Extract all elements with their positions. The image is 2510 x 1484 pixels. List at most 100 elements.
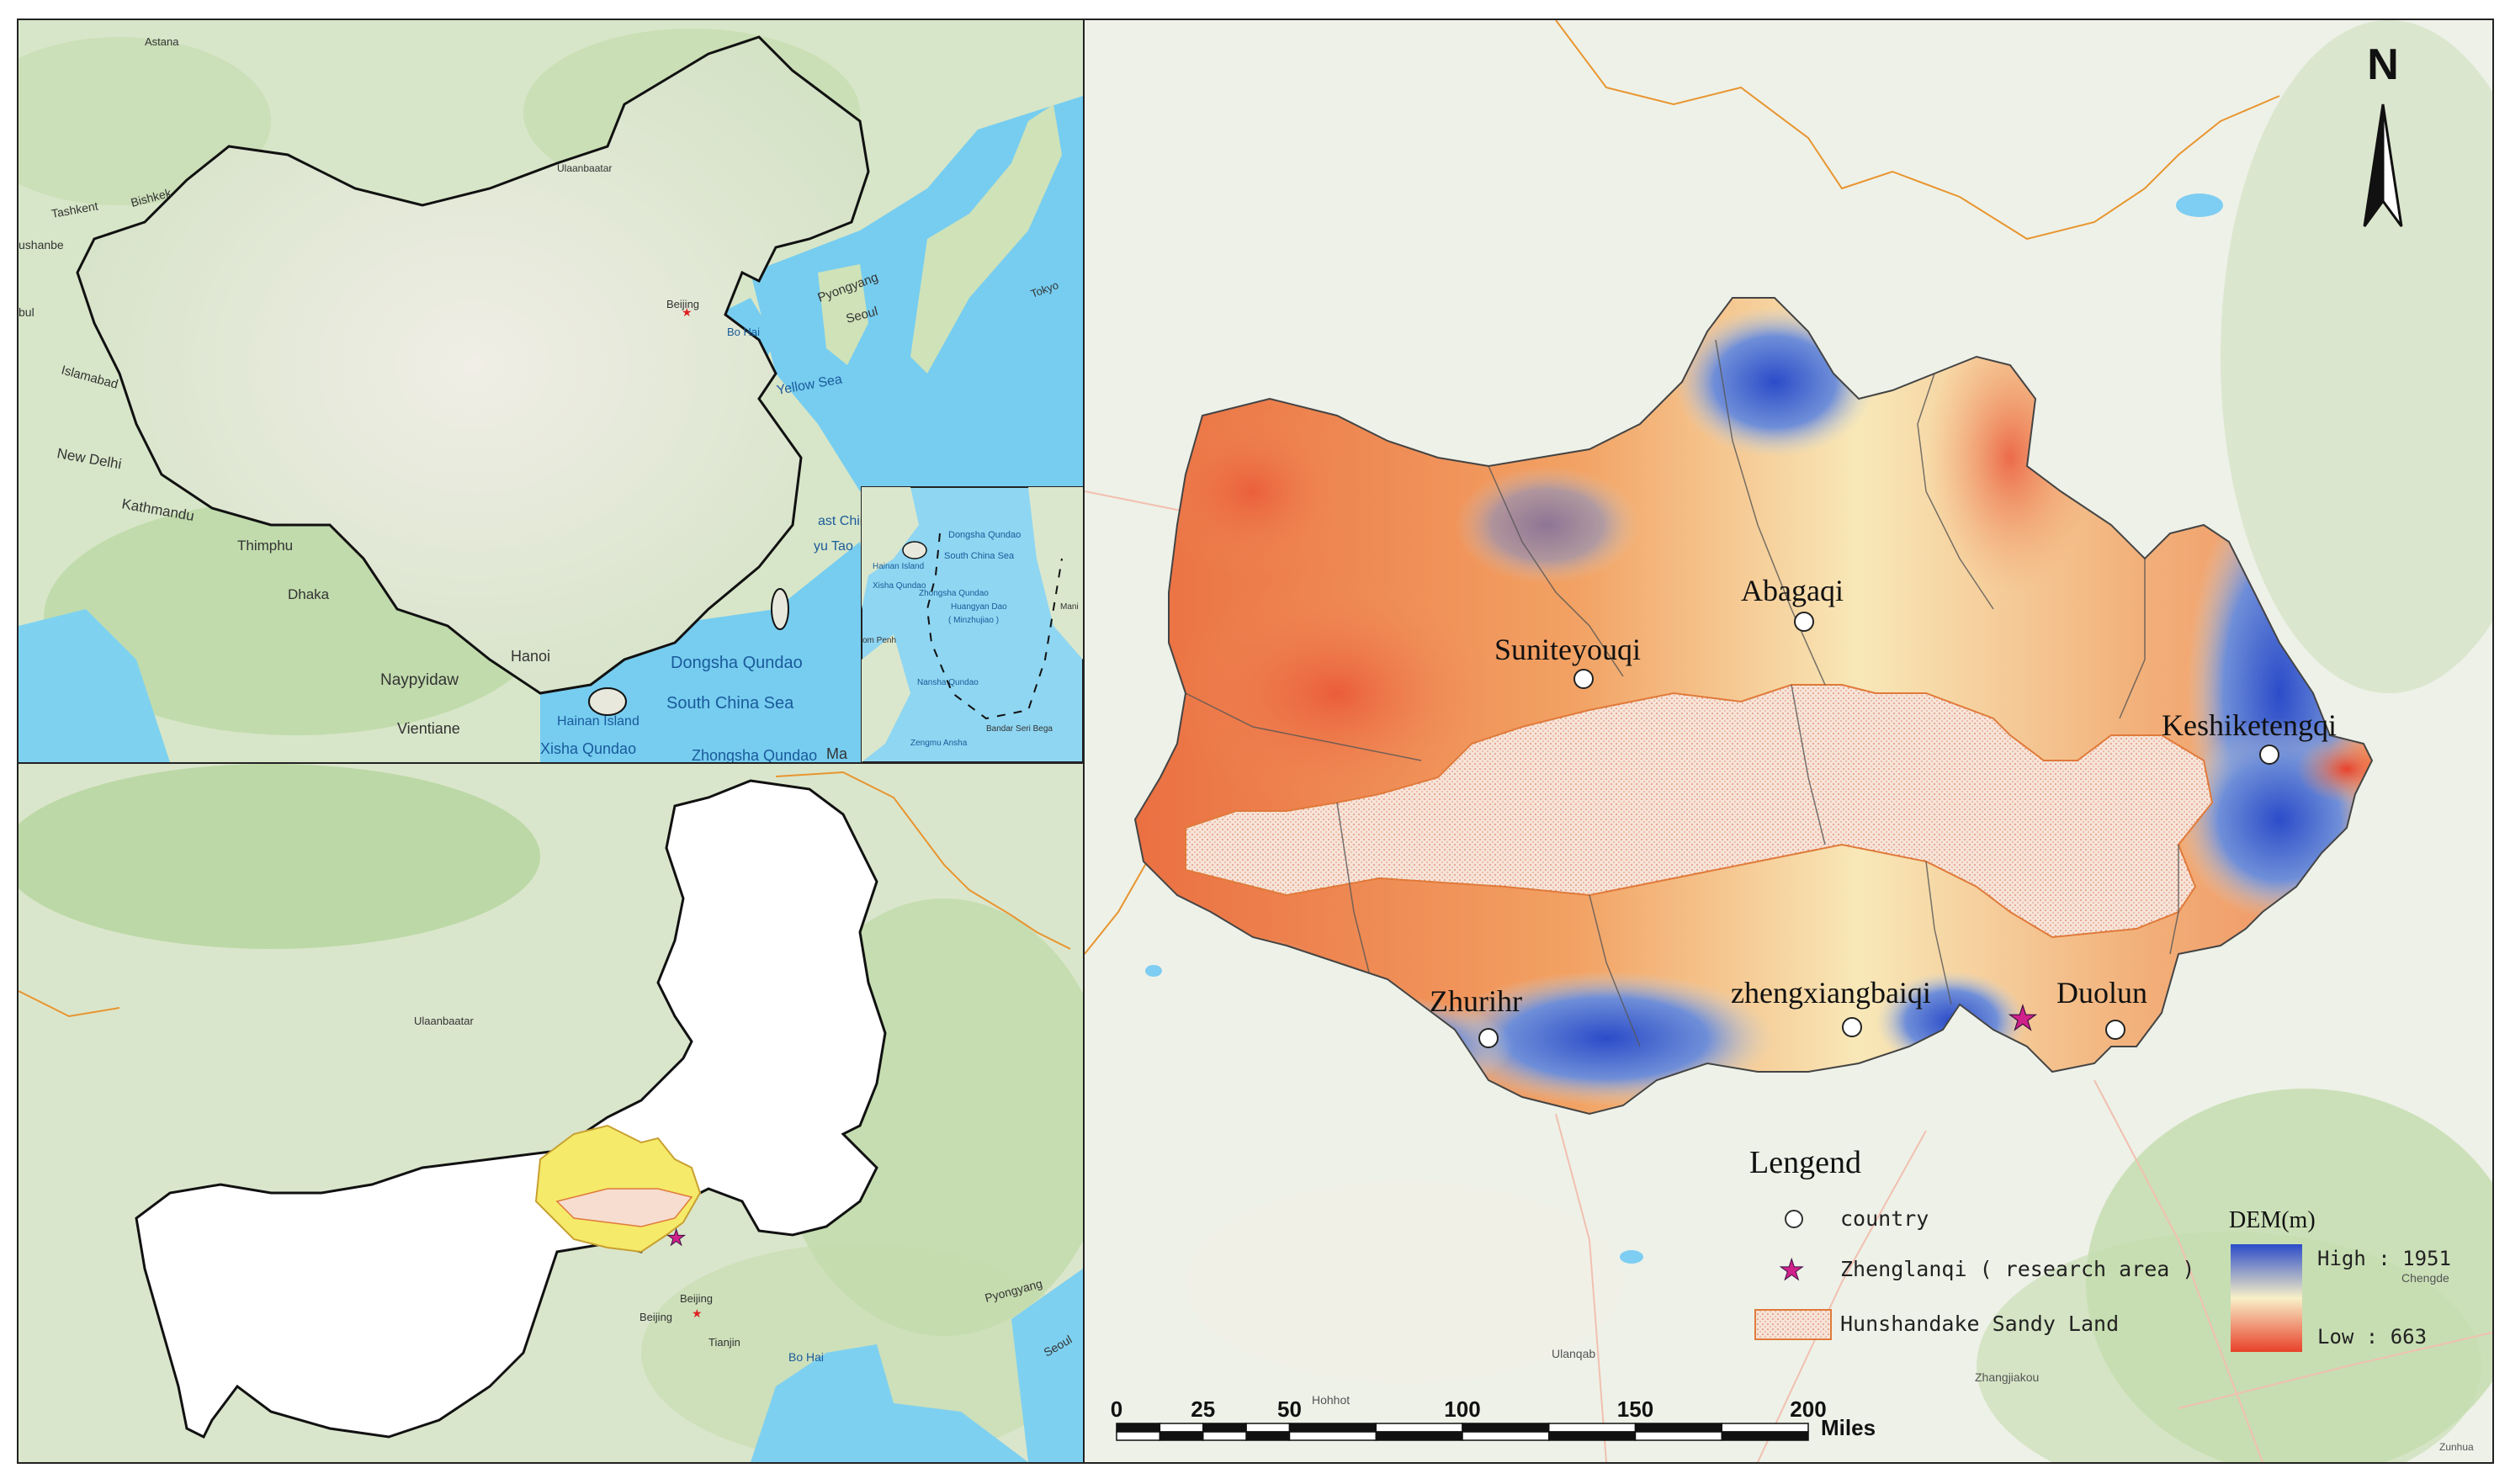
label-beijing-2: Beijing — [639, 1311, 672, 1323]
yellow-sea-water — [1011, 1269, 1083, 1462]
bg-label-hohhot: Hohhot — [1312, 1393, 1350, 1407]
scale-segment — [1116, 1423, 1161, 1433]
label-dhaka: Dhaka — [288, 586, 330, 602]
japan-land — [910, 104, 1062, 374]
inset-label-mani: Mani — [1060, 602, 1079, 612]
inset-label-hainan: Hainan Island — [873, 562, 924, 571]
region-map-panel: ★ ★ Ulaanbaatar Beijing Beijing Tianjin … — [17, 762, 1085, 1464]
taiwan-island — [771, 588, 789, 630]
overview-map-panel: ★ Astana Bishkek Tashkent ushanbe bul Is… — [17, 19, 1085, 764]
label-ulaanbaatar: Ulaanbaatar — [414, 1015, 474, 1027]
bay-of-bengal-water — [19, 609, 170, 762]
beijing-star-marker: ★ — [692, 1306, 703, 1320]
bg-label-zunhua: Zunhua — [2439, 1441, 2474, 1453]
south-china-sea-inset: Dongsha Qundao South China Sea Hainan Is… — [861, 486, 1083, 762]
scale-segment — [1548, 1423, 1637, 1433]
inset-label-south-china-sea: South China Sea — [944, 551, 1015, 561]
scale-tick-100: 100 — [1444, 1397, 1480, 1422]
label-beijing-1: Beijing — [680, 1292, 713, 1305]
county-label-suniteyouqi: Suniteyouqi — [1494, 633, 1641, 666]
scale-segment — [1634, 1431, 1722, 1441]
scale-tick-200: 200 — [1790, 1397, 1826, 1422]
inset-label-zengmu: Zengmu Ansha — [910, 739, 968, 748]
research-area-star: ★ — [2008, 1000, 2038, 1037]
label-dongsha: Dongsha Qundao — [671, 654, 803, 672]
scale-segment — [1721, 1431, 1809, 1441]
scale-tick-150: 150 — [1617, 1397, 1653, 1422]
scale-tick-labels: 0 25 50 100 150 200 — [1111, 1397, 1827, 1422]
legend-star-symbol: ★ — [1779, 1254, 1804, 1286]
overview-map: ★ Astana Bishkek Tashkent ushanbe bul Is… — [19, 20, 1083, 762]
korea-land — [818, 264, 868, 365]
scale-segment — [1548, 1431, 1637, 1441]
scale-segment — [1159, 1423, 1204, 1433]
label-bo-hai: Bo Hai — [788, 1350, 824, 1364]
research-area-star: ★ — [666, 1225, 686, 1250]
scale-segment — [1462, 1431, 1550, 1441]
lake-2 — [1145, 965, 1162, 977]
label-beijing: Beijing — [666, 298, 699, 310]
label-east-china: ast China — [818, 514, 875, 528]
legend-dem-low: Low : 663 — [2317, 1325, 2427, 1349]
scale-segments — [1116, 1423, 1809, 1441]
label-kabul: bul — [19, 305, 34, 319]
county-marker-duolun — [2105, 1020, 2125, 1040]
label-south-china-sea: South China Sea — [666, 694, 794, 713]
hunshandake-sandy-land — [1185, 684, 2214, 939]
inset-label-minzhujiao: ( Minzhujiao ) — [948, 616, 999, 625]
province-border-east — [1959, 95, 2280, 241]
label-hanoi: Hanoi — [511, 648, 550, 665]
scale-segment — [1375, 1423, 1463, 1433]
scale-tick-50: 50 — [1277, 1397, 1302, 1422]
label-naypyidaw: Naypyidaw — [380, 671, 459, 689]
county-marker-zhengxiangbaiqi — [1842, 1017, 1862, 1037]
legend-dem-color-ramp — [2231, 1244, 2302, 1352]
legend-sandy-land-label: Hunshandake Sandy Land — [1840, 1312, 2119, 1336]
county-label-duolun: Duolun — [2056, 976, 2147, 1010]
bo-hai-water — [751, 1344, 1028, 1462]
label-vientiane: Vientiane — [397, 720, 460, 737]
inset-label-zhongsha: Zhongsha Qundao — [919, 589, 989, 598]
label-yu-tao: yu Tao — [814, 539, 853, 554]
lake-3 — [1620, 1250, 1643, 1264]
main-map-panel: Abagaqi Suniteyouqi Keshiketengqi Zhurih… — [1083, 19, 2494, 1464]
china-outline — [76, 35, 870, 695]
inset-label-dongsha: Dongsha Qundao — [948, 530, 1021, 540]
label-ma: Ma — [826, 745, 848, 762]
scale-segment — [1721, 1423, 1809, 1433]
legend: Lengend country ★ Zhenglanqi ( research … — [1749, 1145, 2451, 1352]
legend-title: Lengend — [1749, 1145, 1861, 1180]
county-marker-zhurihr — [1478, 1028, 1499, 1048]
county-marker-keshiketengqi — [2259, 745, 2279, 765]
scale-segment — [1245, 1431, 1291, 1441]
scale-segment — [1116, 1431, 1161, 1441]
scale-segment — [1159, 1431, 1204, 1441]
county-label-abagaqi: Abagaqi — [1741, 574, 1844, 607]
scale-segment — [1462, 1423, 1550, 1433]
label-tianjin: Tianjin — [708, 1336, 740, 1349]
scale-bar: 0 25 50 100 150 200 Miles — [1111, 1397, 1876, 1441]
county-marker-abagaqi — [1794, 612, 1814, 632]
main-map: Abagaqi Suniteyouqi Keshiketengqi Zhurih… — [1085, 20, 2492, 1462]
label-zhongsha: Zhongsha Qundao — [692, 747, 817, 762]
scale-segment — [1288, 1431, 1377, 1441]
inner-mongolia-outline — [135, 779, 887, 1439]
label-xisha: Xisha Qundao — [540, 740, 636, 757]
label-hainan: Hainan Island — [557, 714, 639, 729]
scale-unit: Miles — [1821, 1415, 1876, 1440]
inset-label-bandar: Bandar Seri Bega — [986, 724, 1053, 734]
scale-segment — [1634, 1423, 1722, 1433]
county-label-zhengxiangbaiqi: zhengxiangbaiqi — [1731, 976, 1931, 1010]
border-line — [775, 771, 1071, 950]
label-ulaanbaatar: Ulaanbaatar — [557, 162, 612, 174]
border-line-west — [19, 990, 120, 1018]
scale-segment — [1202, 1423, 1247, 1433]
north-label: N — [2367, 40, 2399, 89]
inset-label-xisha: Xisha Qundao — [873, 581, 926, 591]
bg-label-ulanqab: Ulanqab — [1552, 1347, 1595, 1360]
sandy-land-region — [555, 1188, 693, 1227]
scale-segment — [1375, 1431, 1463, 1441]
label-astana: Astana — [145, 35, 179, 48]
scale-tick-0: 0 — [1111, 1397, 1122, 1422]
forest-area-south — [1977, 1232, 2481, 1462]
